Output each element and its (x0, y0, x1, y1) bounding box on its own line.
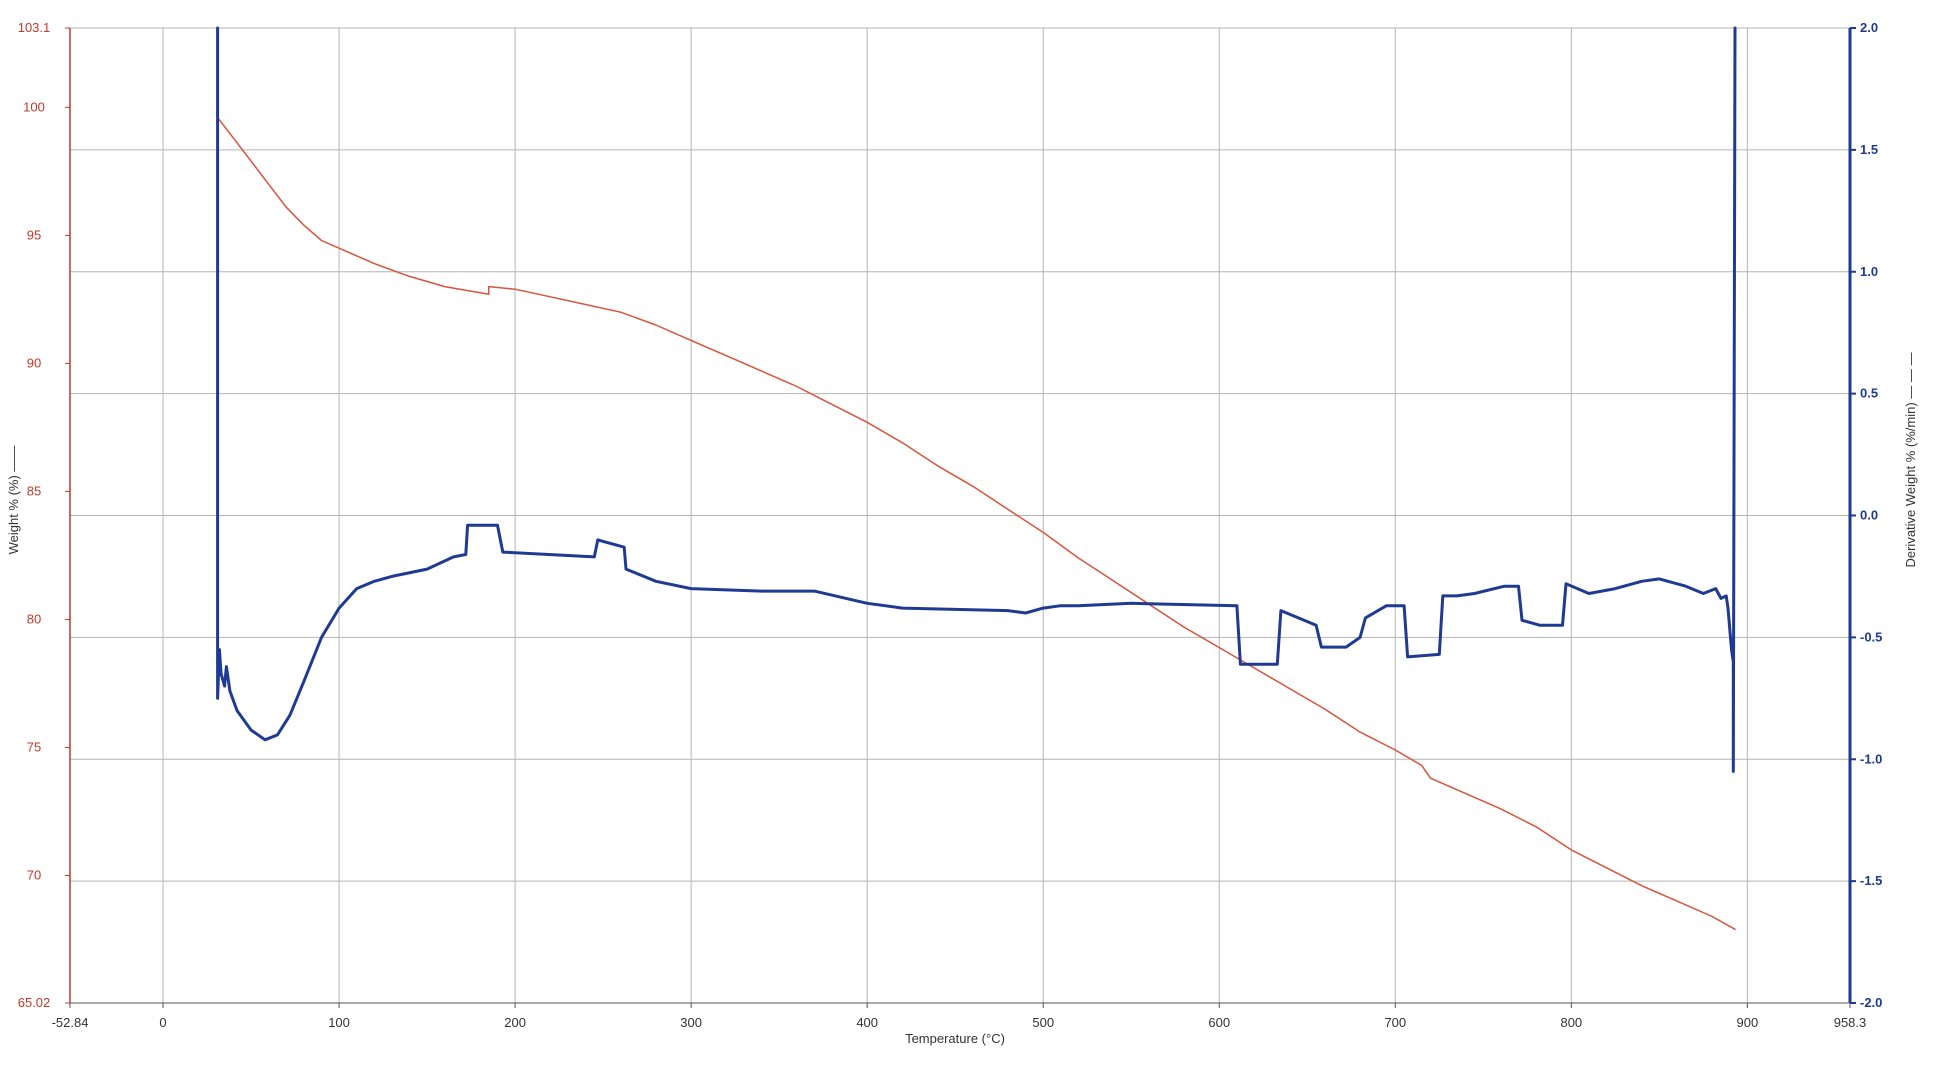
tick-labels: 65.02 70 75 80 85 90 95 100 103.1 -2.0 -1.5 -1.0 -0.… (18, 20, 1883, 1030)
x-axis-title: Temperature (°C) (905, 1031, 1005, 1046)
y-right-axis-title: Derivative Weight % (%/min) — — — (1903, 352, 1918, 567)
weight-series-line (216, 116, 1736, 931)
x-tick-label: 200 (504, 1015, 526, 1030)
y-right-tick-label: 0.5 (1860, 386, 1878, 401)
derivative-series-line (216, 26, 1737, 773)
x-tick-label: 500 (1032, 1015, 1054, 1030)
y-left-tick-label: 75 (27, 739, 41, 754)
y-left-tick-label: 103.1 (18, 20, 51, 35)
x-tick-label: 900 (1737, 1015, 1759, 1030)
y-left-tick-label: 65.02 (18, 995, 51, 1010)
y-right-tick-label: -1.5 (1860, 873, 1882, 888)
x-tick-label: 700 (1384, 1015, 1406, 1030)
x-tick-label: 300 (680, 1015, 702, 1030)
y-left-axis-title: Weight % (%) —— (6, 446, 21, 555)
x-tick-label: -52.84 (52, 1015, 89, 1030)
series-layer (216, 26, 1737, 931)
y-left-tick-label: 100 (23, 99, 45, 114)
y-right-tick-label: 2.0 (1860, 20, 1878, 35)
y-right-tick-label: -2.0 (1860, 995, 1882, 1010)
y-left-tick-label: 85 (27, 483, 41, 498)
y-right-tick-label: 1.5 (1860, 142, 1878, 157)
y-left-tick-label: 90 (27, 355, 41, 370)
x-tick-label: 800 (1560, 1015, 1582, 1030)
x-tick-label: 100 (328, 1015, 350, 1030)
y-left-tick-label: 80 (27, 611, 41, 626)
x-tick-label: 400 (856, 1015, 878, 1030)
y-right-tick-label: 0.0 (1860, 508, 1878, 523)
y-left-tick-label: 95 (27, 227, 41, 242)
y-right-tick-label: 1.0 (1860, 264, 1878, 279)
y-left-tick-label: 70 (27, 867, 41, 882)
y-right-tick-label: -0.5 (1860, 629, 1882, 644)
axes (65, 27, 1856, 1008)
grid-lines (70, 27, 1850, 1003)
y-right-tick-label: -1.0 (1860, 751, 1882, 766)
x-tick-label: 600 (1208, 1015, 1230, 1030)
x-tick-label: 0 (159, 1015, 166, 1030)
x-tick-label: 958.3 (1834, 1015, 1867, 1030)
